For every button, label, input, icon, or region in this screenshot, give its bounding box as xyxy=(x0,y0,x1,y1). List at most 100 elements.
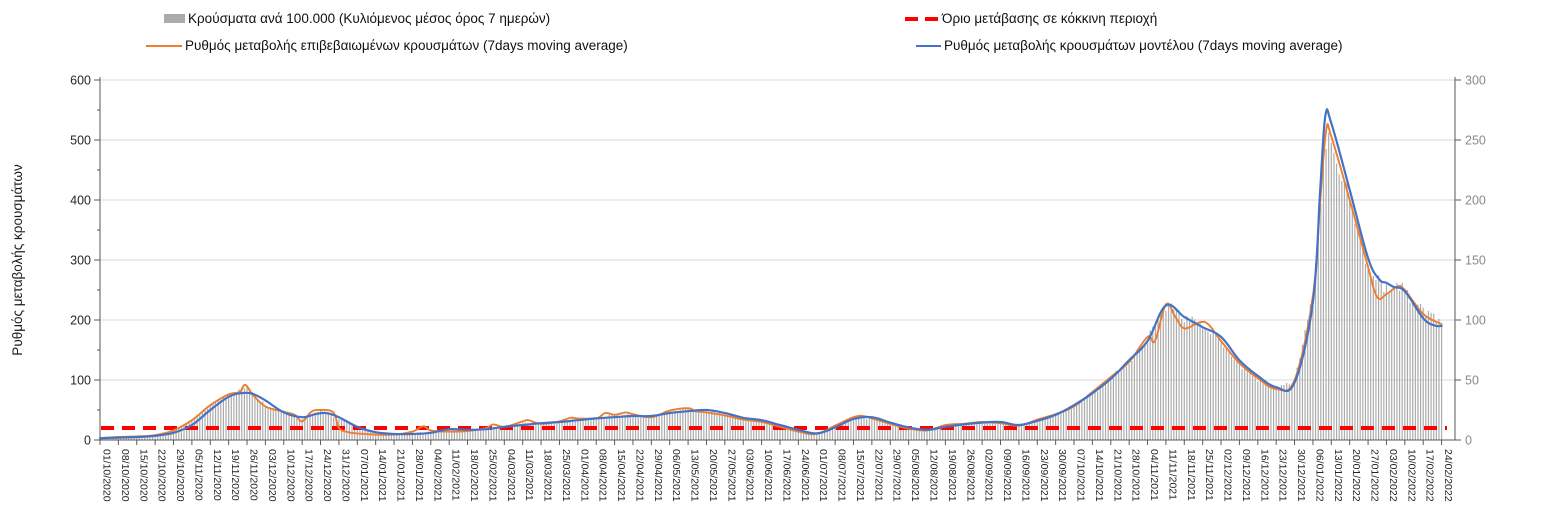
x-axis-date-label: 22/10/2020 xyxy=(156,449,168,502)
x-axis-date-label: 25/02/2021 xyxy=(486,449,498,502)
blue-line-swatch-icon xyxy=(916,44,941,47)
x-axis-date-label: 30/12/2021 xyxy=(1295,449,1307,502)
x-axis-date-label: 15/04/2021 xyxy=(615,449,627,502)
legend-item-confirmed-rate: Ρυθμός μεταβολής επιβεβαιωμένων κρουσμάτ… xyxy=(146,38,628,53)
x-axis-date-label: 20/01/2022 xyxy=(1350,449,1362,502)
x-axis-date-label: 16/09/2021 xyxy=(1019,449,1031,502)
x-axis-date-label: 12/08/2021 xyxy=(928,449,940,502)
x-axis-date-label: 14/01/2021 xyxy=(376,449,388,502)
x-axis-date-label: 10/12/2020 xyxy=(284,449,296,502)
left-axis-title: Ρυθμός μεταβολής κρουσμάτων xyxy=(10,164,25,356)
left-axis-tick-label: 400 xyxy=(70,194,91,208)
left-axis-tick-label: 0 xyxy=(84,434,91,448)
x-axis-date-label: 11/11/2021 xyxy=(1166,449,1178,500)
x-axis-date-label: 18/02/2021 xyxy=(468,449,480,502)
x-axis-date-label: 05/08/2021 xyxy=(909,449,921,502)
x-axis-date-label: 26/11/2020 xyxy=(248,449,260,501)
x-axis-date-label: 02/09/2021 xyxy=(983,449,995,502)
gray-bar-swatch-icon xyxy=(164,14,185,23)
x-axis-date-label: 19/11/2020 xyxy=(229,449,241,501)
x-axis-date-label: 24/02/2022 xyxy=(1442,449,1454,502)
right-axis-tick-label: 150 xyxy=(1465,254,1486,268)
x-axis-date-label: 24/12/2020 xyxy=(321,449,333,502)
x-axis-date-label: 04/03/2021 xyxy=(505,449,517,502)
x-axis-date-label: 18/03/2021 xyxy=(542,449,554,502)
right-axis-tick-label: 250 xyxy=(1465,134,1486,148)
x-axis-date-label: 09/09/2021 xyxy=(1001,449,1013,502)
x-axis-date-label: 01/07/2021 xyxy=(817,449,829,502)
x-axis-date-label: 03/12/2020 xyxy=(266,449,278,502)
x-axis-date-label: 24/06/2021 xyxy=(799,449,811,502)
blue-line-model-rate xyxy=(98,108,1443,440)
x-axis-date-label: 06/01/2022 xyxy=(1313,449,1325,502)
bars-series-cases-per-100k xyxy=(99,132,1443,440)
left-axis-tick-label: 100 xyxy=(70,374,91,388)
x-axis-date-label: 04/11/2021 xyxy=(1148,449,1160,501)
x-axis-date-label: 17/12/2020 xyxy=(303,449,315,502)
x-axis-date-label: 01/04/2021 xyxy=(578,449,590,502)
x-axis-date-label: 02/12/2021 xyxy=(1222,449,1234,502)
red-dash-swatch-icon xyxy=(905,16,939,21)
x-axis-date-label: 07/01/2021 xyxy=(358,449,370,502)
right-axis-tick-label: 0 xyxy=(1465,434,1472,448)
x-axis-date-label: 25/11/2021 xyxy=(1203,449,1215,501)
x-axis-date-label: 12/11/2020 xyxy=(211,449,223,501)
x-axis-date-label: 26/08/2021 xyxy=(964,449,976,502)
x-axis-date-label: 28/01/2021 xyxy=(413,449,425,502)
x-axis-date-label: 23/09/2021 xyxy=(1038,449,1050,502)
legend-label-confirmed-rate: Ρυθμός μεταβολής επιβεβαιωμένων κρουσμάτ… xyxy=(185,38,628,53)
x-axis-date-label: 21/10/2021 xyxy=(1111,449,1123,502)
x-axis-date-label: 17/02/2022 xyxy=(1424,449,1436,502)
x-axis-date-label: 25/03/2021 xyxy=(560,449,572,502)
x-axis-date-label: 14/10/2021 xyxy=(1093,449,1105,502)
legend-item-model-rate: Ρυθμός μεταβολής κρουσμάτων μοντέλου (7d… xyxy=(916,38,1343,53)
x-axis-date-label: 11/02/2021 xyxy=(450,449,462,501)
x-axis-date-label: 10/06/2021 xyxy=(762,449,774,502)
gridlines xyxy=(100,79,1455,381)
x-axis-date-label: 27/05/2021 xyxy=(725,449,737,502)
left-axis-tick-label: 500 xyxy=(70,134,91,148)
x-axis-date-label: 08/04/2021 xyxy=(597,449,609,502)
x-axis-date-label: 01/10/2020 xyxy=(101,449,113,502)
x-axis-date-label: 29/07/2021 xyxy=(891,449,903,502)
x-axis-date-label: 30/09/2021 xyxy=(1056,449,1068,502)
legend-label-red-threshold: Όριο μετάβασης σε κόκκινη περιοχή xyxy=(942,11,1158,26)
x-axis-date-label: 17/06/2021 xyxy=(780,449,792,502)
x-axis-date-label: 28/10/2021 xyxy=(1130,449,1142,502)
left-axis-tick-label: 300 xyxy=(70,254,91,268)
x-axis-date-label: 29/10/2020 xyxy=(174,449,186,502)
x-axis-date-label: 22/07/2021 xyxy=(872,449,884,502)
x-axis-date-label: 11/03/2021 xyxy=(523,449,535,501)
right-axis-tick-label: 50 xyxy=(1465,374,1479,388)
x-axis-date-label: 21/01/2021 xyxy=(395,449,407,502)
x-axis-date-label: 06/05/2021 xyxy=(670,449,682,502)
x-axis-date-label: 13/05/2021 xyxy=(689,449,701,502)
right-axis-tick-label: 200 xyxy=(1465,194,1486,208)
legend-item-red-threshold: Όριο μετάβασης σε κόκκινη περιοχή xyxy=(905,11,1157,26)
legend-label-model-rate: Ρυθμός μεταβολής κρουσμάτων μοντέλου (7d… xyxy=(944,38,1343,53)
x-axis-date-label: 18/11/2021 xyxy=(1185,449,1197,501)
right-axis-tick-label: 100 xyxy=(1465,314,1486,328)
legend-label-cases-per-100k: Κρούσματα ανά 100.000 (Κυλιόμενος μέσος … xyxy=(188,11,551,26)
x-axis-date-label: 29/04/2021 xyxy=(652,449,664,502)
x-axis-date-label: 03/02/2022 xyxy=(1387,449,1399,502)
x-axis-date-label: 03/06/2021 xyxy=(744,449,756,502)
x-axis-date-label: 13/01/2022 xyxy=(1332,449,1344,502)
x-axis-date-label: 08/07/2021 xyxy=(836,449,848,502)
x-axis-date-label: 22/04/2021 xyxy=(633,449,645,502)
orange-line-confirmed-rate xyxy=(99,123,1443,440)
x-axis-date-label: 15/10/2020 xyxy=(137,449,149,502)
x-axis-date-label: 27/01/2022 xyxy=(1369,449,1381,502)
x-axis-labels: 01/10/2020 08/10/2020 15/10/2020 22/10/2020… xyxy=(99,440,1454,502)
x-axis-date-label: 07/10/2021 xyxy=(1075,449,1087,502)
x-axis-date-label: 15/07/2021 xyxy=(854,449,866,502)
x-axis-date-label: 10/02/2022 xyxy=(1405,449,1417,502)
left-axis-tick-label: 600 xyxy=(70,74,91,88)
left-axis-labels: 0 100 200 300 400 500 600 xyxy=(70,74,91,448)
y-axis-title: Ρυθμός μεταβολής κρουσμάτων xyxy=(10,164,25,356)
x-axis-date-label: 16/12/2021 xyxy=(1258,449,1270,502)
legend-item-cases-per-100k: Κρούσματα ανά 100.000 (Κυλιόμενος μέσος … xyxy=(164,11,550,26)
left-axis-tick-label: 200 xyxy=(70,314,91,328)
